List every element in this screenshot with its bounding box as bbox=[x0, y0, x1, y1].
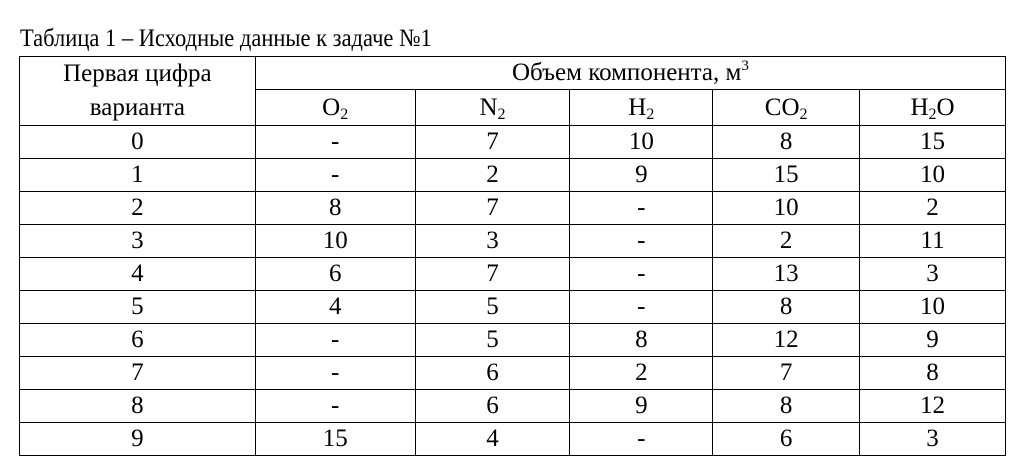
value-cell: 9 bbox=[859, 323, 1006, 357]
component-sub: 2 bbox=[646, 105, 655, 123]
component-header: CO2 bbox=[712, 89, 861, 126]
variant-cell: 2 bbox=[19, 191, 256, 225]
value-cell: - bbox=[569, 257, 714, 291]
value-cell: 8 bbox=[712, 389, 861, 423]
value-cell: 12 bbox=[712, 323, 861, 357]
value-cell: 5 bbox=[414, 290, 571, 324]
header-row: Первая цифра варианта Объем компонента, … bbox=[19, 55, 1007, 126]
variant-cell: 6 bbox=[19, 323, 256, 357]
component-header: O2 bbox=[254, 89, 416, 126]
component-header-row: O2 N2 H2 CO2 H2O bbox=[20, 89, 1006, 126]
value-cell: 15 bbox=[859, 125, 1006, 159]
value-cell: 4 bbox=[254, 290, 416, 324]
value-cell: - bbox=[569, 422, 714, 456]
component-base: H bbox=[628, 93, 647, 121]
value-cell: 3 bbox=[859, 257, 1006, 291]
variant-header-line1: Первая цифра bbox=[63, 60, 212, 87]
variant-cell: 9 bbox=[19, 422, 256, 456]
component-base: CO bbox=[764, 93, 800, 121]
value-cell: 8 bbox=[712, 125, 861, 159]
value-cell: 7 bbox=[414, 257, 571, 291]
variant-cell: 1 bbox=[19, 158, 256, 192]
value-cell: 15 bbox=[712, 158, 861, 192]
table-caption: Таблица 1 – Исходные данные к задаче №1 bbox=[20, 25, 432, 52]
component-sub: 2 bbox=[340, 105, 349, 123]
table-body: 0-7 10 8 15 1-2 9 15 10 2 8 7-10 2 3 10 3-2 11 4 6 7-13 3 5 4… bbox=[19, 125, 1006, 456]
value-cell: 7 bbox=[414, 191, 571, 225]
value-cell: 12 bbox=[859, 389, 1006, 423]
component-sub: 2 bbox=[497, 105, 506, 123]
value-cell: - bbox=[254, 125, 416, 159]
value-cell: 2 bbox=[712, 224, 861, 258]
component-base: N bbox=[479, 93, 498, 121]
component-header: H2 bbox=[569, 89, 714, 126]
table-row: 0-7 10 8 15 bbox=[19, 125, 1006, 159]
value-cell: 10 bbox=[859, 290, 1006, 324]
value-cell: 6 bbox=[414, 356, 571, 390]
table-row: 8-6 9 8 12 bbox=[19, 389, 1006, 423]
value-cell: 9 bbox=[569, 158, 714, 192]
value-cell: 11 bbox=[859, 224, 1006, 258]
table-row: 5 4 5-8 10 bbox=[19, 290, 1006, 324]
value-cell: 8 bbox=[859, 356, 1006, 390]
volume-header: Объем компонента, м3 bbox=[254, 55, 1007, 91]
table-row: 3 10 3-2 11 bbox=[19, 224, 1006, 258]
value-cell: - bbox=[569, 290, 714, 324]
value-cell: 10 bbox=[569, 125, 714, 159]
component-base: O bbox=[322, 93, 341, 121]
value-cell: 3 bbox=[859, 422, 1006, 456]
value-cell: 6 bbox=[712, 422, 861, 456]
variant-cell: 4 bbox=[19, 257, 256, 291]
value-cell: 2 bbox=[414, 158, 571, 192]
component-sub: 2 bbox=[799, 105, 808, 123]
value-cell: 6 bbox=[414, 389, 571, 423]
value-cell: 3 bbox=[414, 224, 571, 258]
value-cell: 2 bbox=[859, 191, 1006, 225]
component-tail: O bbox=[936, 93, 955, 121]
table-row: 9 15 4-6 3 bbox=[19, 422, 1006, 456]
value-cell: 10 bbox=[859, 158, 1006, 192]
variant-header-line2: варианта bbox=[89, 94, 186, 121]
value-cell: 6 bbox=[254, 257, 416, 291]
component-sub: 2 bbox=[928, 105, 937, 123]
variant-cell: 0 bbox=[19, 125, 256, 159]
value-cell: 7 bbox=[712, 356, 861, 390]
table-row: 4 6 7-13 3 bbox=[19, 257, 1006, 291]
value-cell: - bbox=[569, 224, 714, 258]
value-cell: 8 bbox=[712, 290, 861, 324]
table-row: 1-2 9 15 10 bbox=[19, 158, 1006, 192]
value-cell: 2 bbox=[569, 356, 714, 390]
value-cell: 15 bbox=[254, 422, 416, 456]
variant-header: Первая цифра варианта bbox=[19, 56, 256, 126]
value-cell: - bbox=[254, 356, 416, 390]
value-cell: - bbox=[254, 389, 416, 423]
value-cell: 9 bbox=[569, 389, 714, 423]
value-cell: 4 bbox=[414, 422, 571, 456]
value-cell: 10 bbox=[712, 191, 861, 225]
variant-cell: 8 bbox=[19, 389, 256, 423]
value-cell: 5 bbox=[414, 323, 571, 357]
volume-unit-exponent: 3 bbox=[741, 58, 749, 75]
variant-cell: 3 bbox=[19, 224, 256, 258]
value-cell: 10 bbox=[254, 224, 416, 258]
source-data-table: Первая цифра варианта Объем компонента, … bbox=[19, 55, 1007, 456]
variant-cell: 5 bbox=[19, 290, 256, 324]
value-cell: 7 bbox=[414, 125, 571, 159]
volume-header-label: Объем компонента, м bbox=[511, 59, 742, 87]
variant-cell: 7 bbox=[19, 356, 256, 390]
table-row: 2 8 7-10 2 bbox=[19, 191, 1006, 225]
table-row: 6-5 8 12 9 bbox=[19, 323, 1006, 357]
component-header: H2O bbox=[859, 89, 1006, 126]
component-base: H bbox=[910, 93, 929, 121]
value-cell: - bbox=[569, 191, 714, 225]
value-cell: 8 bbox=[254, 191, 416, 225]
value-cell: - bbox=[254, 158, 416, 192]
component-header: N2 bbox=[414, 89, 571, 126]
value-cell: - bbox=[254, 323, 416, 357]
value-cell: 8 bbox=[569, 323, 714, 357]
value-cell: 13 bbox=[712, 257, 861, 291]
